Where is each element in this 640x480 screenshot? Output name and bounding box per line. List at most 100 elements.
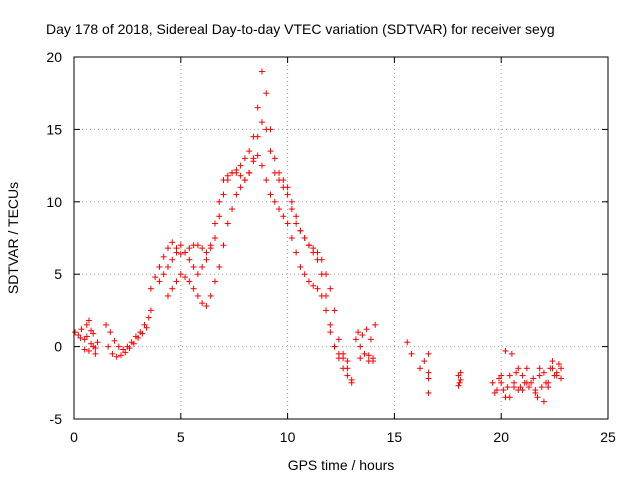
data-point [498,372,505,379]
data-point [220,242,227,249]
data-point [164,245,171,252]
data-point [85,317,92,324]
data-point [224,177,231,184]
data-point [216,213,223,220]
data-point [122,349,129,356]
data-point [288,206,295,213]
data-point [357,355,364,362]
data-point [254,104,261,111]
data-point [117,352,124,359]
data-point [500,387,507,394]
data-point [186,278,193,285]
data-point [284,191,291,198]
data-point [425,350,432,357]
data-point [107,329,114,336]
x-tick-label: 20 [493,429,509,445]
data-point [455,382,462,389]
data-point [536,365,543,372]
data-point [246,169,253,176]
data-point [182,249,189,256]
x-axis-label: GPS time / hours [288,457,395,473]
data-point [327,285,334,292]
y-tick-label: -5 [50,411,63,427]
data-point [372,321,379,328]
data-point [425,389,432,396]
y-axis-label: SDTVAR / TECUs [5,182,21,294]
data-point [536,372,543,379]
data-point [540,369,547,376]
data-point [156,263,163,270]
data-point [216,263,223,270]
data-point [105,343,112,350]
data-point [207,245,214,252]
data-point [160,271,167,278]
data-point [359,332,366,339]
data-point [186,245,193,252]
data-point [363,326,370,333]
x-tick-label: 0 [70,429,78,445]
data-point [288,198,295,205]
data-point [280,213,287,220]
data-point [314,285,321,292]
data-point [344,358,351,365]
data-point [318,292,325,299]
data-point [145,314,152,321]
data-point [237,172,244,179]
data-point [220,191,227,198]
data-point [344,372,351,379]
data-point [258,162,265,169]
data-point [348,376,355,383]
data-point [113,353,120,360]
data-point [130,340,137,347]
x-tick-label: 25 [600,429,616,445]
data-point [237,162,244,169]
data-point [489,379,496,386]
data-point [267,191,274,198]
data-point [115,343,122,350]
data-point [160,253,167,260]
data-point [92,350,99,357]
data-point [523,379,530,386]
data-point [203,303,210,310]
data-point [164,263,171,270]
x-tick-label: 10 [280,429,296,445]
data-point [229,206,236,213]
data-point [558,375,565,382]
data-point [370,358,377,365]
data-point [280,184,287,191]
data-point [530,375,537,382]
data-point [327,321,334,328]
data-point [293,220,300,227]
data-point [297,227,304,234]
data-point [78,326,85,333]
data-point [421,358,428,365]
x-tick-label: 5 [177,429,185,445]
data-point [327,329,334,336]
data-point [263,126,270,133]
data-point [491,389,498,396]
data-point [532,389,539,396]
data-point [297,263,304,270]
y-tick-label: 10 [46,194,62,210]
data-point [506,394,513,401]
data-point [246,148,253,155]
data-point [513,369,520,376]
data-point [94,339,101,346]
data-point [323,307,330,314]
data-point [199,263,206,270]
data-point [147,285,154,292]
data-point [258,68,265,75]
data-point [549,358,556,365]
data-point [335,350,342,357]
data-point [365,352,372,359]
axis-ticks: 0 5 10 15 20 25 -5 0 5 10 15 20 [46,49,616,445]
data-point [310,245,317,252]
data-point [502,347,509,354]
data-point [233,191,240,198]
data-point [241,155,248,162]
data-point [194,292,201,299]
data-point [173,249,180,256]
data-point [425,375,432,382]
data-point [457,376,464,383]
data-point [77,334,84,341]
